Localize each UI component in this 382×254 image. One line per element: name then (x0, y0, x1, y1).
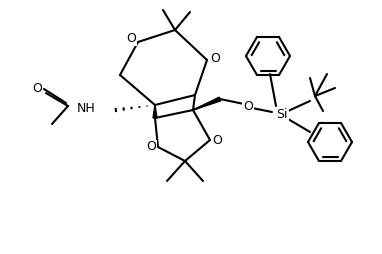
Text: NH: NH (76, 102, 95, 115)
Text: O: O (210, 52, 220, 65)
Polygon shape (193, 97, 221, 110)
Polygon shape (153, 105, 157, 118)
Text: Si: Si (276, 107, 288, 120)
Text: O: O (146, 140, 156, 153)
Text: O: O (212, 134, 222, 147)
Text: O: O (32, 82, 42, 94)
Text: O: O (243, 100, 253, 113)
Text: O: O (126, 31, 136, 44)
